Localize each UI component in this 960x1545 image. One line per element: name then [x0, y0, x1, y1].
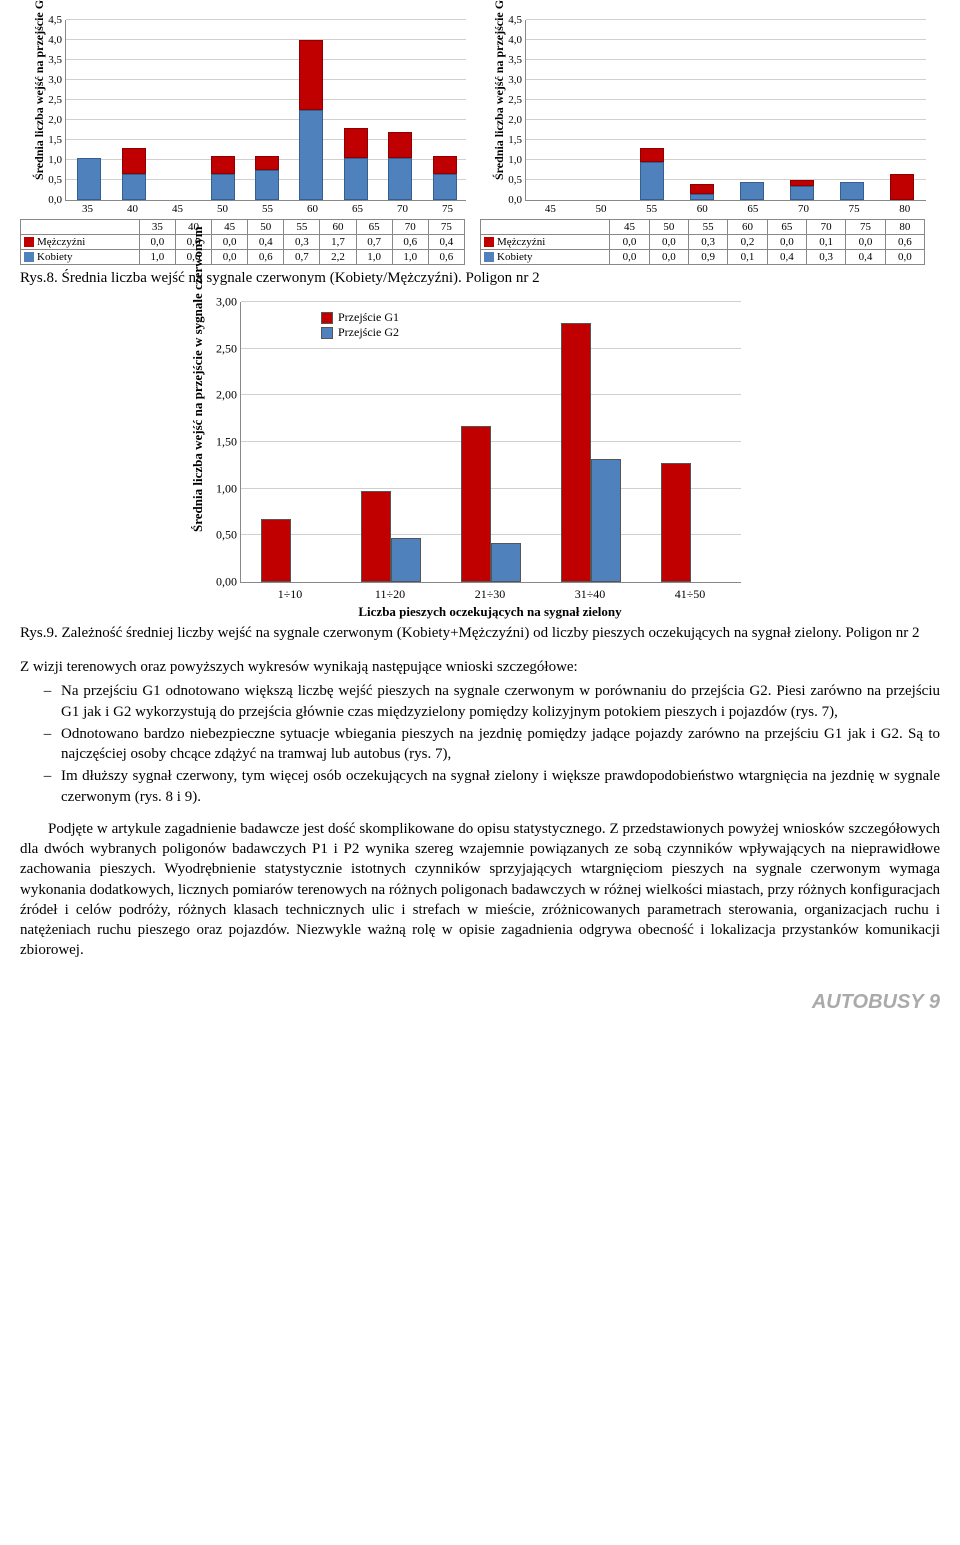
chart-g1-table: 354045505560657075Mężczyźni0,00,60,00,40…: [20, 219, 465, 265]
footer: AUTOBUSY 9: [20, 991, 940, 1014]
chart-g2-xlabels: 4550556065707580: [525, 203, 930, 215]
bullet-item: Na przejściu G1 odnotowano większą liczb…: [55, 681, 940, 722]
para2: Podjęte w artykule zagadnienie badawcze …: [20, 819, 940, 961]
chart-g2: Średnia liczba wejść na przejście G2 w s…: [480, 20, 930, 265]
chart-g1-ylabel: Średnia liczba wejść na przejście G1 w s…: [32, 0, 47, 180]
bullet-list: Na przejściu G1 odnotowano większą liczb…: [20, 681, 940, 807]
bullet-item: Odnotowano bardzo niebezpieczne sytuacje…: [55, 724, 940, 765]
chart-rys9-area: Przejście G1Przejście G2 0,000,501,001,5…: [240, 302, 741, 583]
caption-rys8: Rys.8. Średnia liczba wejść na sygnale c…: [20, 270, 940, 287]
chart-g2-area: 0,00,51,01,52,02,53,03,54,04,5: [525, 20, 926, 201]
chart-rys9-xtitle: Liczba pieszych oczekujących na sygnał z…: [240, 604, 740, 620]
body-text: Z wizji terenowych oraz powyższych wykre…: [20, 657, 940, 961]
chart-rys9-xlabels: 1÷1011÷2021÷3031÷4041÷50: [240, 583, 740, 602]
chart-rys9-ylabel: Średnia liczba wejść na przejście w sygn…: [190, 226, 206, 532]
intro-line: Z wizji terenowych oraz powyższych wykre…: [20, 657, 940, 677]
caption-rys9: Rys.9. Zależność średniej liczby wejść n…: [20, 625, 940, 642]
chart-g1-area: 0,00,51,01,52,02,53,03,54,04,5: [65, 20, 466, 201]
chart-g1-xlabels: 354045505560657075: [65, 203, 470, 215]
chart-g1: Średnia liczba wejść na przejście G1 w s…: [20, 20, 470, 265]
chart-rys9-legend: Przejście G1Przejście G2: [321, 310, 399, 340]
chart-g2-ylabel: Średnia liczba wejść na przejście G2 w s…: [492, 0, 507, 180]
chart-rys9: Średnia liczba wejść na przejście w sygn…: [180, 302, 780, 620]
top-charts-row: Średnia liczba wejść na przejście G1 w s…: [20, 20, 940, 265]
chart-g2-table: 4550556065707580Mężczyźni0,00,00,30,20,0…: [480, 219, 925, 265]
bullet-item: Im dłuższy sygnał czerwony, tym więcej o…: [55, 766, 940, 807]
